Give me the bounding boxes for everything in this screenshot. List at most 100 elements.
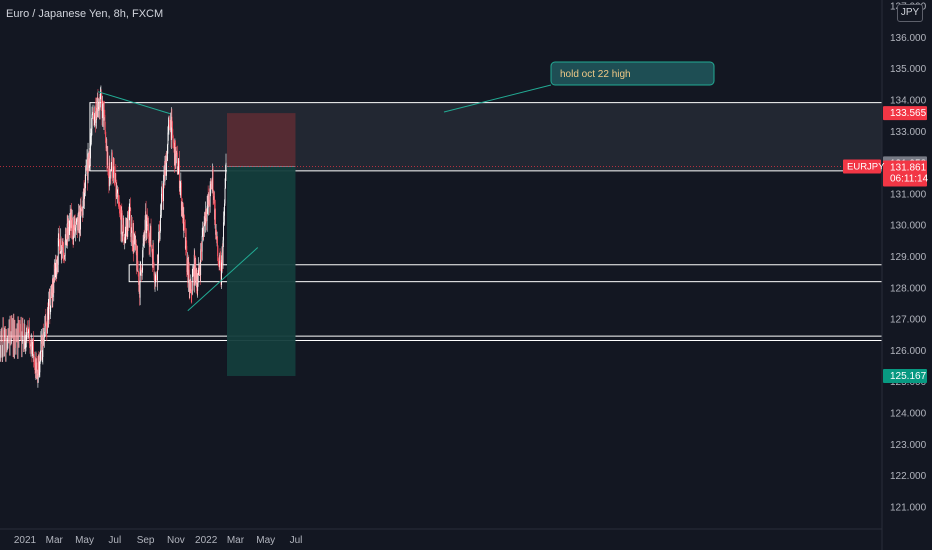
candle-body <box>184 223 186 229</box>
candle-body <box>67 222 69 236</box>
candle-body <box>27 328 28 332</box>
candle-body <box>109 162 111 176</box>
candle-body <box>37 362 38 380</box>
candle-body <box>157 254 159 264</box>
candle-body <box>71 220 73 231</box>
candle-body <box>117 192 119 194</box>
time-tick-label: Jul <box>108 535 121 546</box>
candle-body <box>64 255 66 257</box>
candle-body <box>141 270 143 276</box>
candle-body <box>43 337 45 345</box>
candle-body <box>137 251 139 270</box>
candle-body <box>96 107 98 118</box>
candle-body <box>148 236 150 246</box>
candle-body <box>185 237 187 246</box>
candle-body <box>45 323 47 331</box>
candle-body <box>165 159 166 166</box>
price-tick-label: 124.000 <box>890 409 927 420</box>
candle-body <box>25 343 26 349</box>
candle-body <box>59 240 61 254</box>
candle-body <box>53 264 55 281</box>
candle-body <box>224 203 225 216</box>
candle-body <box>169 127 171 131</box>
candle-body <box>144 237 146 239</box>
candle-body <box>36 358 37 372</box>
candle-body <box>55 258 57 270</box>
candle-body <box>73 224 75 231</box>
plot-area[interactable]: hold oct 22 high <box>0 61 883 388</box>
candle-body <box>47 312 49 328</box>
candle-body <box>80 204 82 208</box>
candle-body <box>172 121 173 135</box>
candle-body <box>48 301 50 309</box>
candle-body <box>145 211 147 220</box>
candle-body <box>72 220 74 236</box>
price-tick-label: 135.000 <box>890 64 927 75</box>
candle-body <box>204 212 206 224</box>
candle-body <box>27 331 29 334</box>
candle-body <box>87 159 88 181</box>
candle-body <box>219 254 221 261</box>
candle-body <box>195 269 197 285</box>
candle-body <box>77 217 79 231</box>
candles[interactable] <box>0 85 227 388</box>
candle-body <box>139 282 141 298</box>
candle-body <box>205 209 207 219</box>
candle-body <box>223 222 224 241</box>
price-tick-label: 131.000 <box>890 189 927 200</box>
candle-body <box>138 271 140 285</box>
candle-body <box>191 293 193 295</box>
candle-body <box>72 235 74 239</box>
candle-body <box>208 193 210 205</box>
candle-body <box>157 254 158 281</box>
candle-body <box>60 238 62 253</box>
candle-body <box>123 224 125 241</box>
candle-body <box>194 254 196 284</box>
candle-body <box>209 205 211 207</box>
candle-body <box>204 212 206 222</box>
candle-body <box>203 221 205 237</box>
candle-body <box>136 251 138 271</box>
candle-body <box>61 245 63 251</box>
candle-body <box>34 365 36 368</box>
candle-body <box>186 245 188 272</box>
candle-body <box>150 226 152 246</box>
candle-body <box>104 114 106 130</box>
candle-body <box>92 114 93 115</box>
candle-body <box>164 171 165 182</box>
candle-body <box>112 176 114 178</box>
candle-body <box>197 275 199 284</box>
candle-body <box>223 215 225 223</box>
candle-body <box>209 185 211 207</box>
price-tick-label: 121.000 <box>890 502 927 513</box>
candle-body <box>149 232 151 247</box>
stop-price-label-bg <box>883 106 927 121</box>
candle-body <box>54 269 56 275</box>
time-axis[interactable]: 2021 Mar May Jul Sep Nov 2022 Mar May Jul <box>14 535 303 546</box>
take-profit-zone[interactable] <box>226 166 296 376</box>
candle-body <box>166 156 168 161</box>
callout-box[interactable] <box>550 61 715 86</box>
candle-body <box>165 159 167 176</box>
trendline[interactable] <box>187 247 259 312</box>
candle-body <box>225 162 227 174</box>
trendline[interactable] <box>97 91 171 115</box>
candle-body <box>103 101 104 121</box>
candle-body <box>199 270 201 272</box>
candle-body <box>207 196 209 207</box>
candle-body <box>146 216 148 221</box>
stop-price-label-text: 133.565 <box>890 108 927 119</box>
candle-body <box>91 128 92 137</box>
candle-body <box>182 205 184 231</box>
candle-body <box>117 192 119 203</box>
candle-body <box>107 152 109 169</box>
candle-body <box>50 292 52 296</box>
candle-body <box>124 238 126 243</box>
stop-loss-zone[interactable] <box>226 113 296 167</box>
last-price-label-bg <box>883 160 927 187</box>
time-tick-label: May <box>75 535 94 546</box>
candle-body <box>42 333 44 345</box>
currency-badge[interactable]: JPY <box>897 4 923 22</box>
supply-zone[interactable] <box>89 102 883 172</box>
